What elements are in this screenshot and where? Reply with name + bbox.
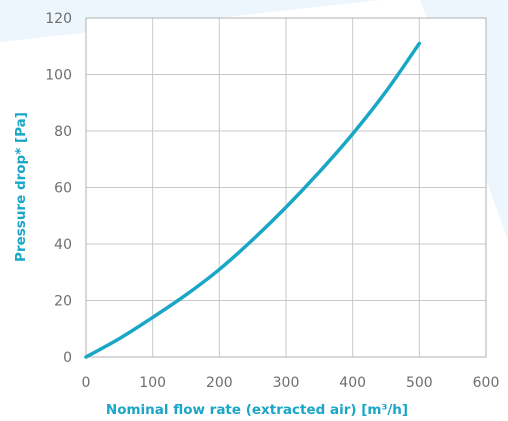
y-tick-labels: 0 20 40 60 80 100 120 <box>45 11 72 366</box>
x-tick-label: 500 <box>406 375 433 391</box>
y-tick-label: 120 <box>45 11 72 27</box>
x-tick-label: 300 <box>273 375 300 391</box>
y-tick-label: 0 <box>63 350 72 366</box>
series-layer <box>84 41 422 359</box>
y-tick-label: 80 <box>54 124 72 140</box>
plot-frame <box>85 17 487 358</box>
x-tick-label: 200 <box>206 375 233 391</box>
x-tick-label: 0 <box>82 375 91 391</box>
x-tick-labels: 0 100 200 300 400 500 600 <box>82 375 500 391</box>
y-tick-label: 40 <box>54 237 72 253</box>
y-axis-title: Pressure drop* [Pa] <box>13 112 29 262</box>
x-tick-label: 400 <box>339 375 366 391</box>
y-tick-label: 100 <box>45 68 72 84</box>
y-tick-label: 20 <box>54 294 72 310</box>
y-tick-label: 60 <box>54 181 72 197</box>
series-line-0 <box>84 41 422 359</box>
x-tick-label: 100 <box>139 375 166 391</box>
x-tick-label: 600 <box>473 375 500 391</box>
x-axis-title: Nominal flow rate (extracted air) [m³/h] <box>106 402 408 418</box>
